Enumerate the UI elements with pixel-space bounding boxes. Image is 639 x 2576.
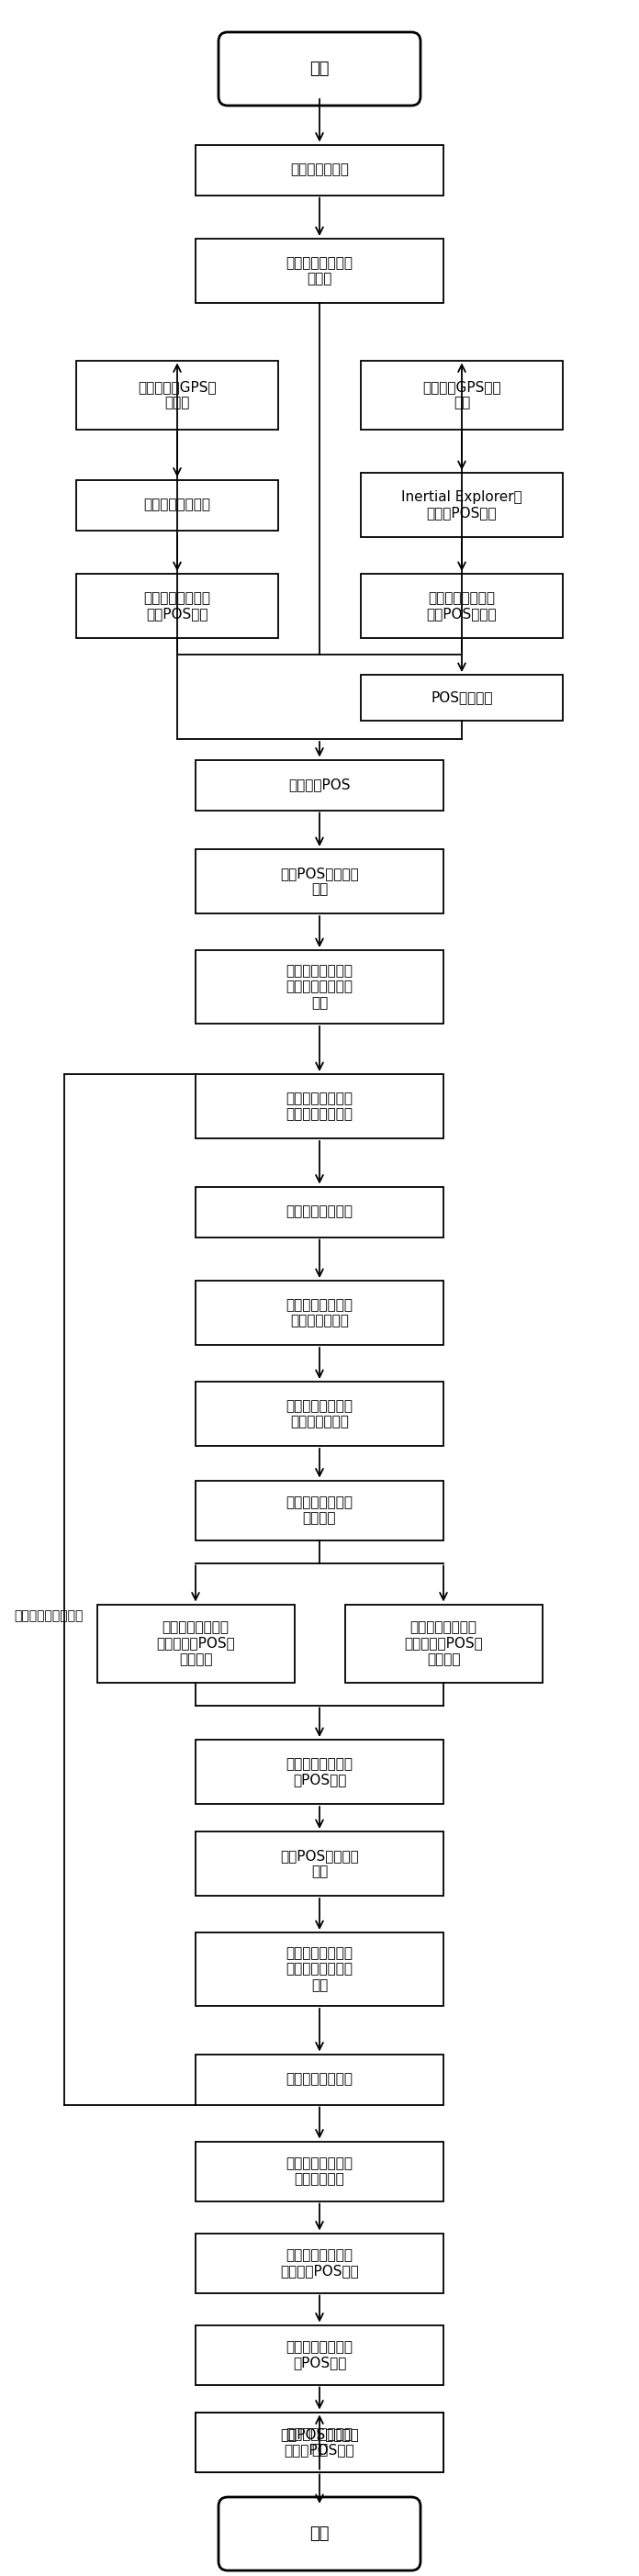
Text: 将偏差值按距离反
向分配至POS轨迹: 将偏差值按距离反 向分配至POS轨迹 (280, 2249, 359, 2277)
Text: 采用航位推算算法
改正POS隧道段: 采用航位推算算法 改正POS隧道段 (427, 590, 497, 621)
Bar (196, 2141, 443, 2200)
Text: 不存在左右靶标点对: 不存在左右靶标点对 (14, 1610, 83, 1623)
FancyBboxPatch shape (219, 2496, 420, 2571)
Bar (196, 951, 443, 1023)
Bar (196, 760, 443, 811)
Text: 获得改正姿态后的
新POS轨迹: 获得改正姿态后的 新POS轨迹 (286, 1757, 353, 1788)
Text: 获得改正位置后的
新POS轨迹: 获得改正位置后的 新POS轨迹 (286, 2339, 353, 2370)
Bar (196, 240, 443, 304)
Text: 将水平夹角按距离
反向分配至POS轨
迹航向角: 将水平夹角按距离 反向分配至POS轨 迹航向角 (404, 1620, 483, 1667)
Text: 输出完整POS: 输出完整POS (289, 778, 350, 791)
Bar (97, 1605, 294, 1682)
Text: 将垂直夹角按距离
反向分配至POS轨
迹横滚角: 将垂直夹角按距离 反向分配至POS轨 迹横滚角 (156, 1620, 235, 1667)
Text: 获取点云靶标点坐
标及其对应的扫描
时间: 获取点云靶标点坐 标及其对应的扫描 时间 (286, 1947, 353, 1991)
Bar (196, 1932, 443, 2007)
FancyBboxPatch shape (219, 31, 420, 106)
Bar (196, 2053, 443, 2105)
Text: 将点对按时间排序: 将点对按时间排序 (286, 1206, 353, 1218)
Text: 布设控制点靶标: 布设控制点靶标 (290, 162, 349, 178)
Bar (196, 144, 443, 196)
Bar (361, 474, 563, 536)
Bar (196, 2411, 443, 2473)
Text: 惯导、里程计航位
推算POS轨迹: 惯导、里程计航位 推算POS轨迹 (144, 590, 211, 621)
Text: 提取相同时间扫描
的左右靶标点对: 提取相同时间扫描 的左右靶标点对 (286, 1298, 353, 1327)
Text: 指定起始点经纬度: 指定起始点经纬度 (144, 497, 211, 513)
Bar (196, 2326, 443, 2385)
Text: 计算每对靶标点与
控制点的偏差: 计算每对靶标点与 控制点的偏差 (286, 2156, 353, 2187)
Bar (196, 2233, 443, 2293)
Bar (76, 479, 278, 531)
Bar (196, 1074, 443, 1139)
Bar (196, 1481, 443, 1540)
Text: 获得改正位置与姿
态的新POS轨迹: 获得改正位置与姿 态的新POS轨迹 (284, 2427, 355, 2458)
Text: POS轨迹合并: POS轨迹合并 (431, 690, 493, 706)
Bar (196, 2411, 443, 2473)
Bar (196, 850, 443, 914)
Bar (196, 1381, 443, 1445)
Text: 将控制点与同名点
云靶标点构建点对: 将控制点与同名点 云靶标点构建点对 (286, 1092, 353, 1121)
Bar (361, 574, 563, 639)
Bar (196, 1280, 443, 1345)
Text: 根据POS轨迹解算
点云: 根据POS轨迹解算 点云 (280, 866, 359, 896)
Text: 构建左右靶标点向
量与控制点向量: 构建左右靶标点向 量与控制点向量 (286, 1399, 353, 1430)
Text: 采集点云数据及导
航数据: 采集点云数据及导 航数据 (286, 255, 353, 286)
Text: Inertial Explorer初
始解算POS轨迹: Inertial Explorer初 始解算POS轨迹 (401, 489, 522, 520)
Text: 用新POS轨迹解算
点云: 用新POS轨迹解算 点云 (280, 2427, 359, 2458)
Text: 全段隧道无GPS环
境采集: 全段隧道无GPS环 境采集 (138, 379, 217, 410)
Text: 将点对按时间排序: 将点对按时间排序 (286, 2074, 353, 2087)
Bar (361, 675, 563, 721)
Bar (196, 1739, 443, 1803)
Text: 开始: 开始 (310, 62, 329, 77)
Bar (76, 574, 278, 639)
Bar (345, 1605, 542, 1682)
Bar (76, 361, 278, 430)
Text: 计算向量水平夹角
及垂直角: 计算向量水平夹角 及垂直角 (286, 1494, 353, 1525)
Text: 根据POS轨迹解算
点云: 根据POS轨迹解算 点云 (280, 1850, 359, 1878)
Bar (361, 361, 563, 430)
Text: 隧道段无GPS环境
采集: 隧道段无GPS环境 采集 (422, 379, 501, 410)
Text: 结束: 结束 (310, 2524, 329, 2543)
Text: 获取点云靶标点坐
标及其对应的扫描
时间: 获取点云靶标点坐 标及其对应的扫描 时间 (286, 963, 353, 1010)
Bar (196, 1188, 443, 1236)
Bar (196, 1832, 443, 1896)
